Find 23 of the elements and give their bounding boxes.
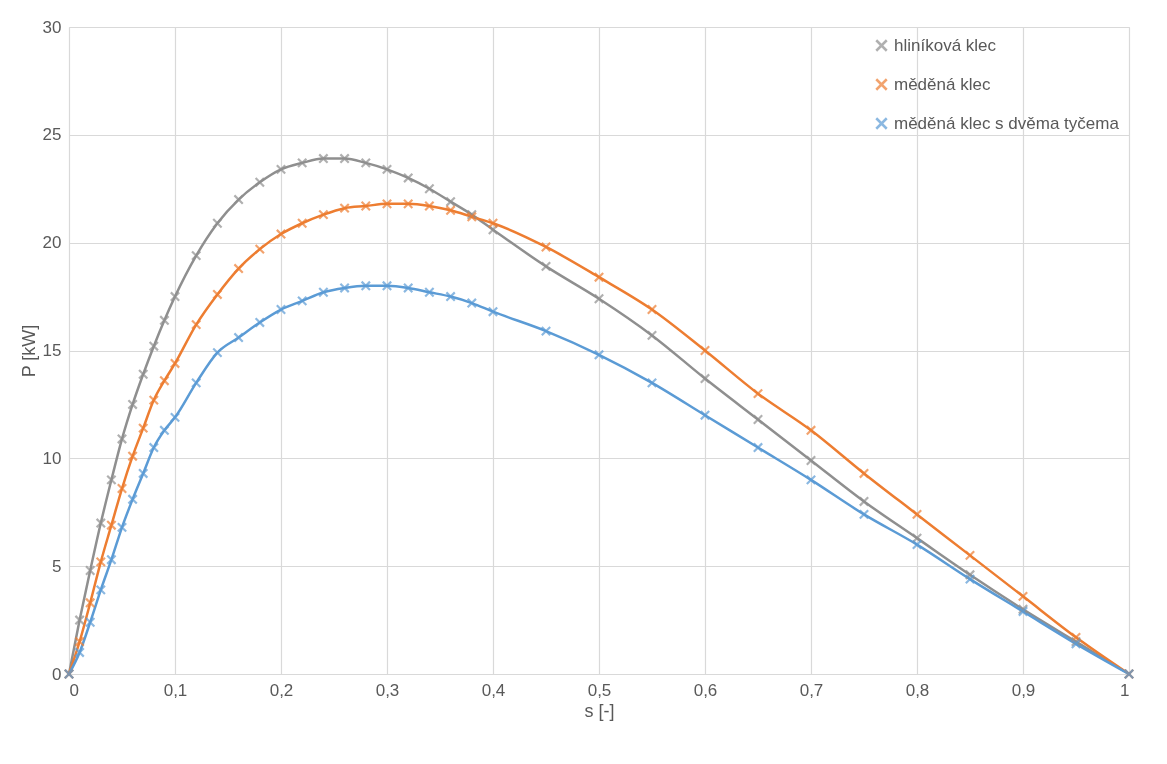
x-tick-label: 0,1	[163, 680, 188, 700]
x-tick-label: 1	[1120, 680, 1130, 700]
x-tick-label: 0,9	[1011, 680, 1036, 700]
x-tick-label: 0,5	[587, 680, 612, 700]
x-tick-label: 0,2	[269, 680, 294, 700]
legend-label: hliníková klec	[894, 35, 997, 55]
x-tick-label: 0,4	[481, 680, 506, 700]
x-tick-label: 0	[69, 680, 79, 700]
legend-label: měděná klec s dvěma tyčema	[894, 113, 1120, 133]
y-tick-label: 0	[52, 664, 62, 684]
x-tick-label: 0,3	[375, 680, 400, 700]
legend-label: měděná klec	[894, 74, 991, 94]
x-axis-title: s [-]	[584, 700, 615, 721]
y-tick-label: 10	[42, 448, 62, 468]
x-tick-label: 0,6	[693, 680, 718, 700]
y-tick-label: 15	[42, 341, 62, 360]
x-tick-label: 0,7	[799, 680, 824, 700]
x-tick-label: 0,8	[905, 680, 930, 700]
y-tick-label: 30	[42, 17, 62, 37]
y-axis-title: P [kW]	[18, 324, 39, 378]
y-tick-label: 25	[42, 125, 62, 145]
y-tick-label: 20	[42, 233, 62, 253]
y-tick-label: 5	[52, 556, 62, 576]
